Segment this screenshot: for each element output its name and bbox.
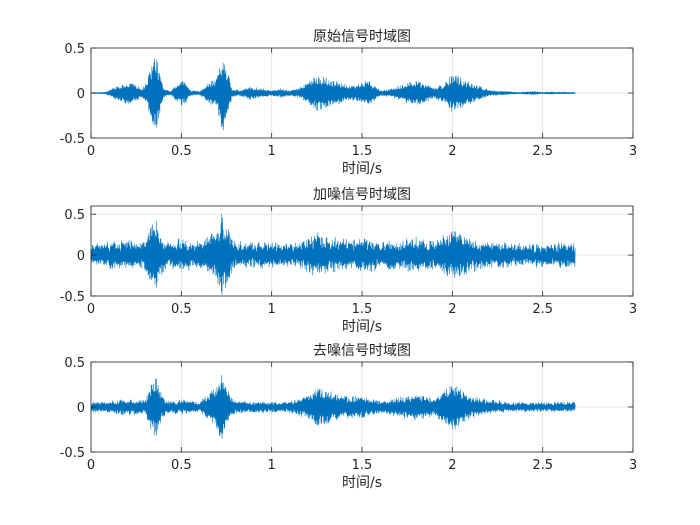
x-tick-label: 1.5 <box>352 458 373 473</box>
y-tick-label: 0 <box>77 249 85 264</box>
chart-title: 加噪信号时域图 <box>313 187 411 203</box>
x-tick-label: 0.5 <box>171 302 192 317</box>
x-tick-label: 2.5 <box>532 144 553 159</box>
x-tick-label: 2.5 <box>532 458 553 473</box>
x-tick-label: 2 <box>448 302 456 317</box>
x-axis-label: 时间/s <box>342 319 382 335</box>
x-tick-label: 3 <box>629 458 637 473</box>
y-tick-label: 0.5 <box>64 42 85 57</box>
chart-title: 去噪信号时域图 <box>313 343 411 359</box>
x-tick-label: 1.5 <box>352 144 373 159</box>
x-tick-label: 0.5 <box>171 458 192 473</box>
x-tick-label: 1 <box>268 144 276 159</box>
signal-line <box>91 375 576 439</box>
x-tick-label: 2 <box>448 144 456 159</box>
x-tick-label: 0 <box>87 302 95 317</box>
x-tick-label: 0 <box>87 458 95 473</box>
x-tick-label: 1.5 <box>352 302 373 317</box>
x-tick-label: 2.5 <box>532 302 553 317</box>
x-axis-label: 时间/s <box>342 475 382 491</box>
y-tick-label: 0.5 <box>64 208 85 223</box>
y-tick-label: -0.5 <box>60 132 85 147</box>
y-tick-label: 0 <box>77 87 85 102</box>
x-tick-label: 0 <box>87 144 95 159</box>
x-tick-label: 2 <box>448 458 456 473</box>
y-tick-label: 0.5 <box>64 356 85 371</box>
x-axis-label: 时间/s <box>342 161 382 177</box>
y-tick-label: 0 <box>77 401 85 416</box>
y-tick-label: -0.5 <box>60 446 85 461</box>
signal-line <box>91 213 576 295</box>
x-tick-label: 3 <box>629 302 637 317</box>
x-tick-label: 3 <box>629 144 637 159</box>
y-tick-label: -0.5 <box>60 290 85 305</box>
x-tick-label: 1 <box>268 458 276 473</box>
x-tick-label: 0.5 <box>171 144 192 159</box>
x-tick-label: 1 <box>268 302 276 317</box>
signal-line <box>91 58 576 131</box>
chart-title: 原始信号时域图 <box>313 29 411 45</box>
